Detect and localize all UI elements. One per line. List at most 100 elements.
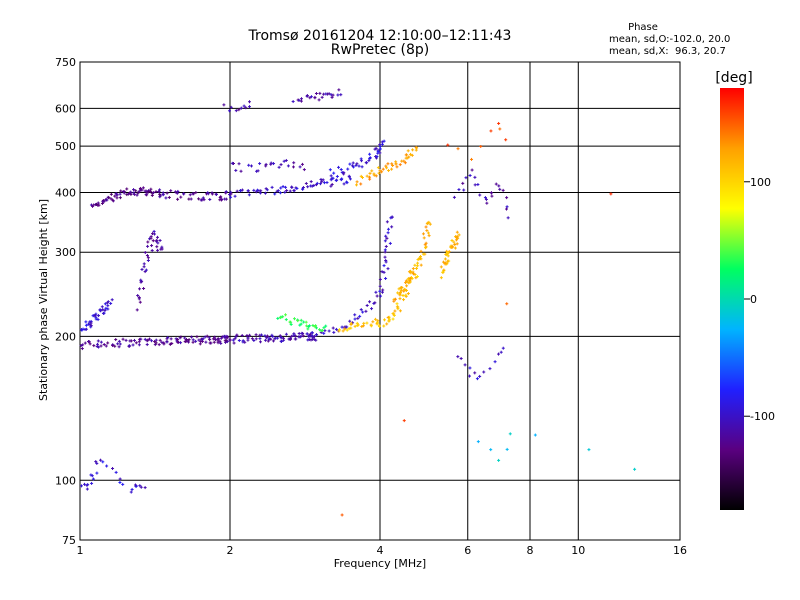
data-point <box>106 304 110 308</box>
data-point <box>224 197 228 201</box>
data-point <box>103 302 107 306</box>
data-point <box>334 179 338 183</box>
data-point <box>450 239 454 243</box>
data-point <box>305 332 309 336</box>
data-point <box>106 341 110 345</box>
data-point <box>402 289 406 293</box>
data-point <box>187 340 191 344</box>
data-point <box>179 341 183 345</box>
data-point <box>461 181 465 185</box>
data-point <box>248 333 252 337</box>
data-point <box>79 328 83 332</box>
data-point <box>150 244 154 248</box>
data-point <box>138 186 142 190</box>
data-point <box>94 317 98 321</box>
data-point <box>365 161 369 165</box>
data-point <box>339 93 343 97</box>
data-point <box>292 333 296 337</box>
data-point <box>311 336 315 340</box>
data-point <box>283 190 287 194</box>
data-point <box>395 302 399 306</box>
data-point <box>124 338 128 342</box>
data-point <box>140 267 144 271</box>
data-point <box>250 337 254 341</box>
data-point <box>114 470 118 474</box>
data-point <box>313 334 317 338</box>
data-point <box>138 300 142 304</box>
data-point <box>505 196 509 200</box>
data-point <box>498 187 502 191</box>
data-point <box>208 338 212 342</box>
data-point <box>90 474 94 478</box>
data-point <box>118 477 122 481</box>
data-point <box>208 197 212 201</box>
data-point <box>309 332 313 336</box>
phase-info-o: mean, sd,O:-102.0, 20.0 <box>609 34 730 45</box>
data-point <box>245 334 249 338</box>
data-point <box>315 181 319 185</box>
data-point <box>284 318 288 322</box>
data-point <box>330 177 334 181</box>
data-point <box>86 340 90 344</box>
data-point <box>322 326 326 330</box>
data-point <box>402 159 406 163</box>
y-tick-label: 100 <box>55 474 76 487</box>
data-point <box>320 180 324 184</box>
data-point <box>103 308 107 312</box>
data-point <box>473 175 477 179</box>
data-point <box>169 337 173 341</box>
data-point <box>99 458 103 462</box>
data-point <box>415 264 419 268</box>
data-point <box>394 162 398 166</box>
data-point <box>216 341 220 345</box>
data-point <box>443 257 447 261</box>
data-point <box>358 314 362 318</box>
data-point <box>314 338 318 342</box>
data-point <box>301 186 305 190</box>
data-point <box>105 464 109 468</box>
data-point <box>385 220 389 224</box>
data-point <box>505 302 509 306</box>
data-point <box>404 293 408 297</box>
data-point <box>360 325 364 329</box>
data-point <box>405 284 409 288</box>
data-point <box>219 341 223 345</box>
data-point <box>219 195 223 199</box>
data-point <box>135 193 139 197</box>
data-point <box>97 203 101 207</box>
data-point <box>455 230 459 234</box>
data-point <box>329 174 333 178</box>
data-point <box>478 193 482 197</box>
data-point <box>348 319 352 323</box>
data-point <box>149 236 153 240</box>
data-point <box>305 324 309 328</box>
data-point <box>609 192 613 196</box>
data-point <box>368 300 372 304</box>
data-point <box>146 190 150 194</box>
data-point <box>369 324 373 328</box>
data-point <box>194 339 198 343</box>
data-point <box>457 188 461 192</box>
data-point <box>104 344 108 348</box>
data-point <box>154 190 158 194</box>
data-point <box>143 251 147 255</box>
data-point <box>279 336 283 340</box>
data-point <box>271 335 275 339</box>
data-point <box>311 323 315 327</box>
data-point <box>354 183 358 187</box>
data-point <box>279 163 283 167</box>
data-point <box>404 153 408 157</box>
data-point <box>371 320 375 324</box>
data-point <box>404 288 408 292</box>
data-point <box>288 189 292 193</box>
data-point <box>367 159 371 163</box>
data-point <box>403 161 407 165</box>
data-point <box>330 95 334 99</box>
data-point <box>281 315 285 319</box>
data-point <box>406 292 410 296</box>
data-point <box>260 333 264 337</box>
data-point <box>181 192 185 196</box>
data-point <box>296 319 300 323</box>
data-point <box>475 377 479 381</box>
data-point <box>364 309 368 313</box>
